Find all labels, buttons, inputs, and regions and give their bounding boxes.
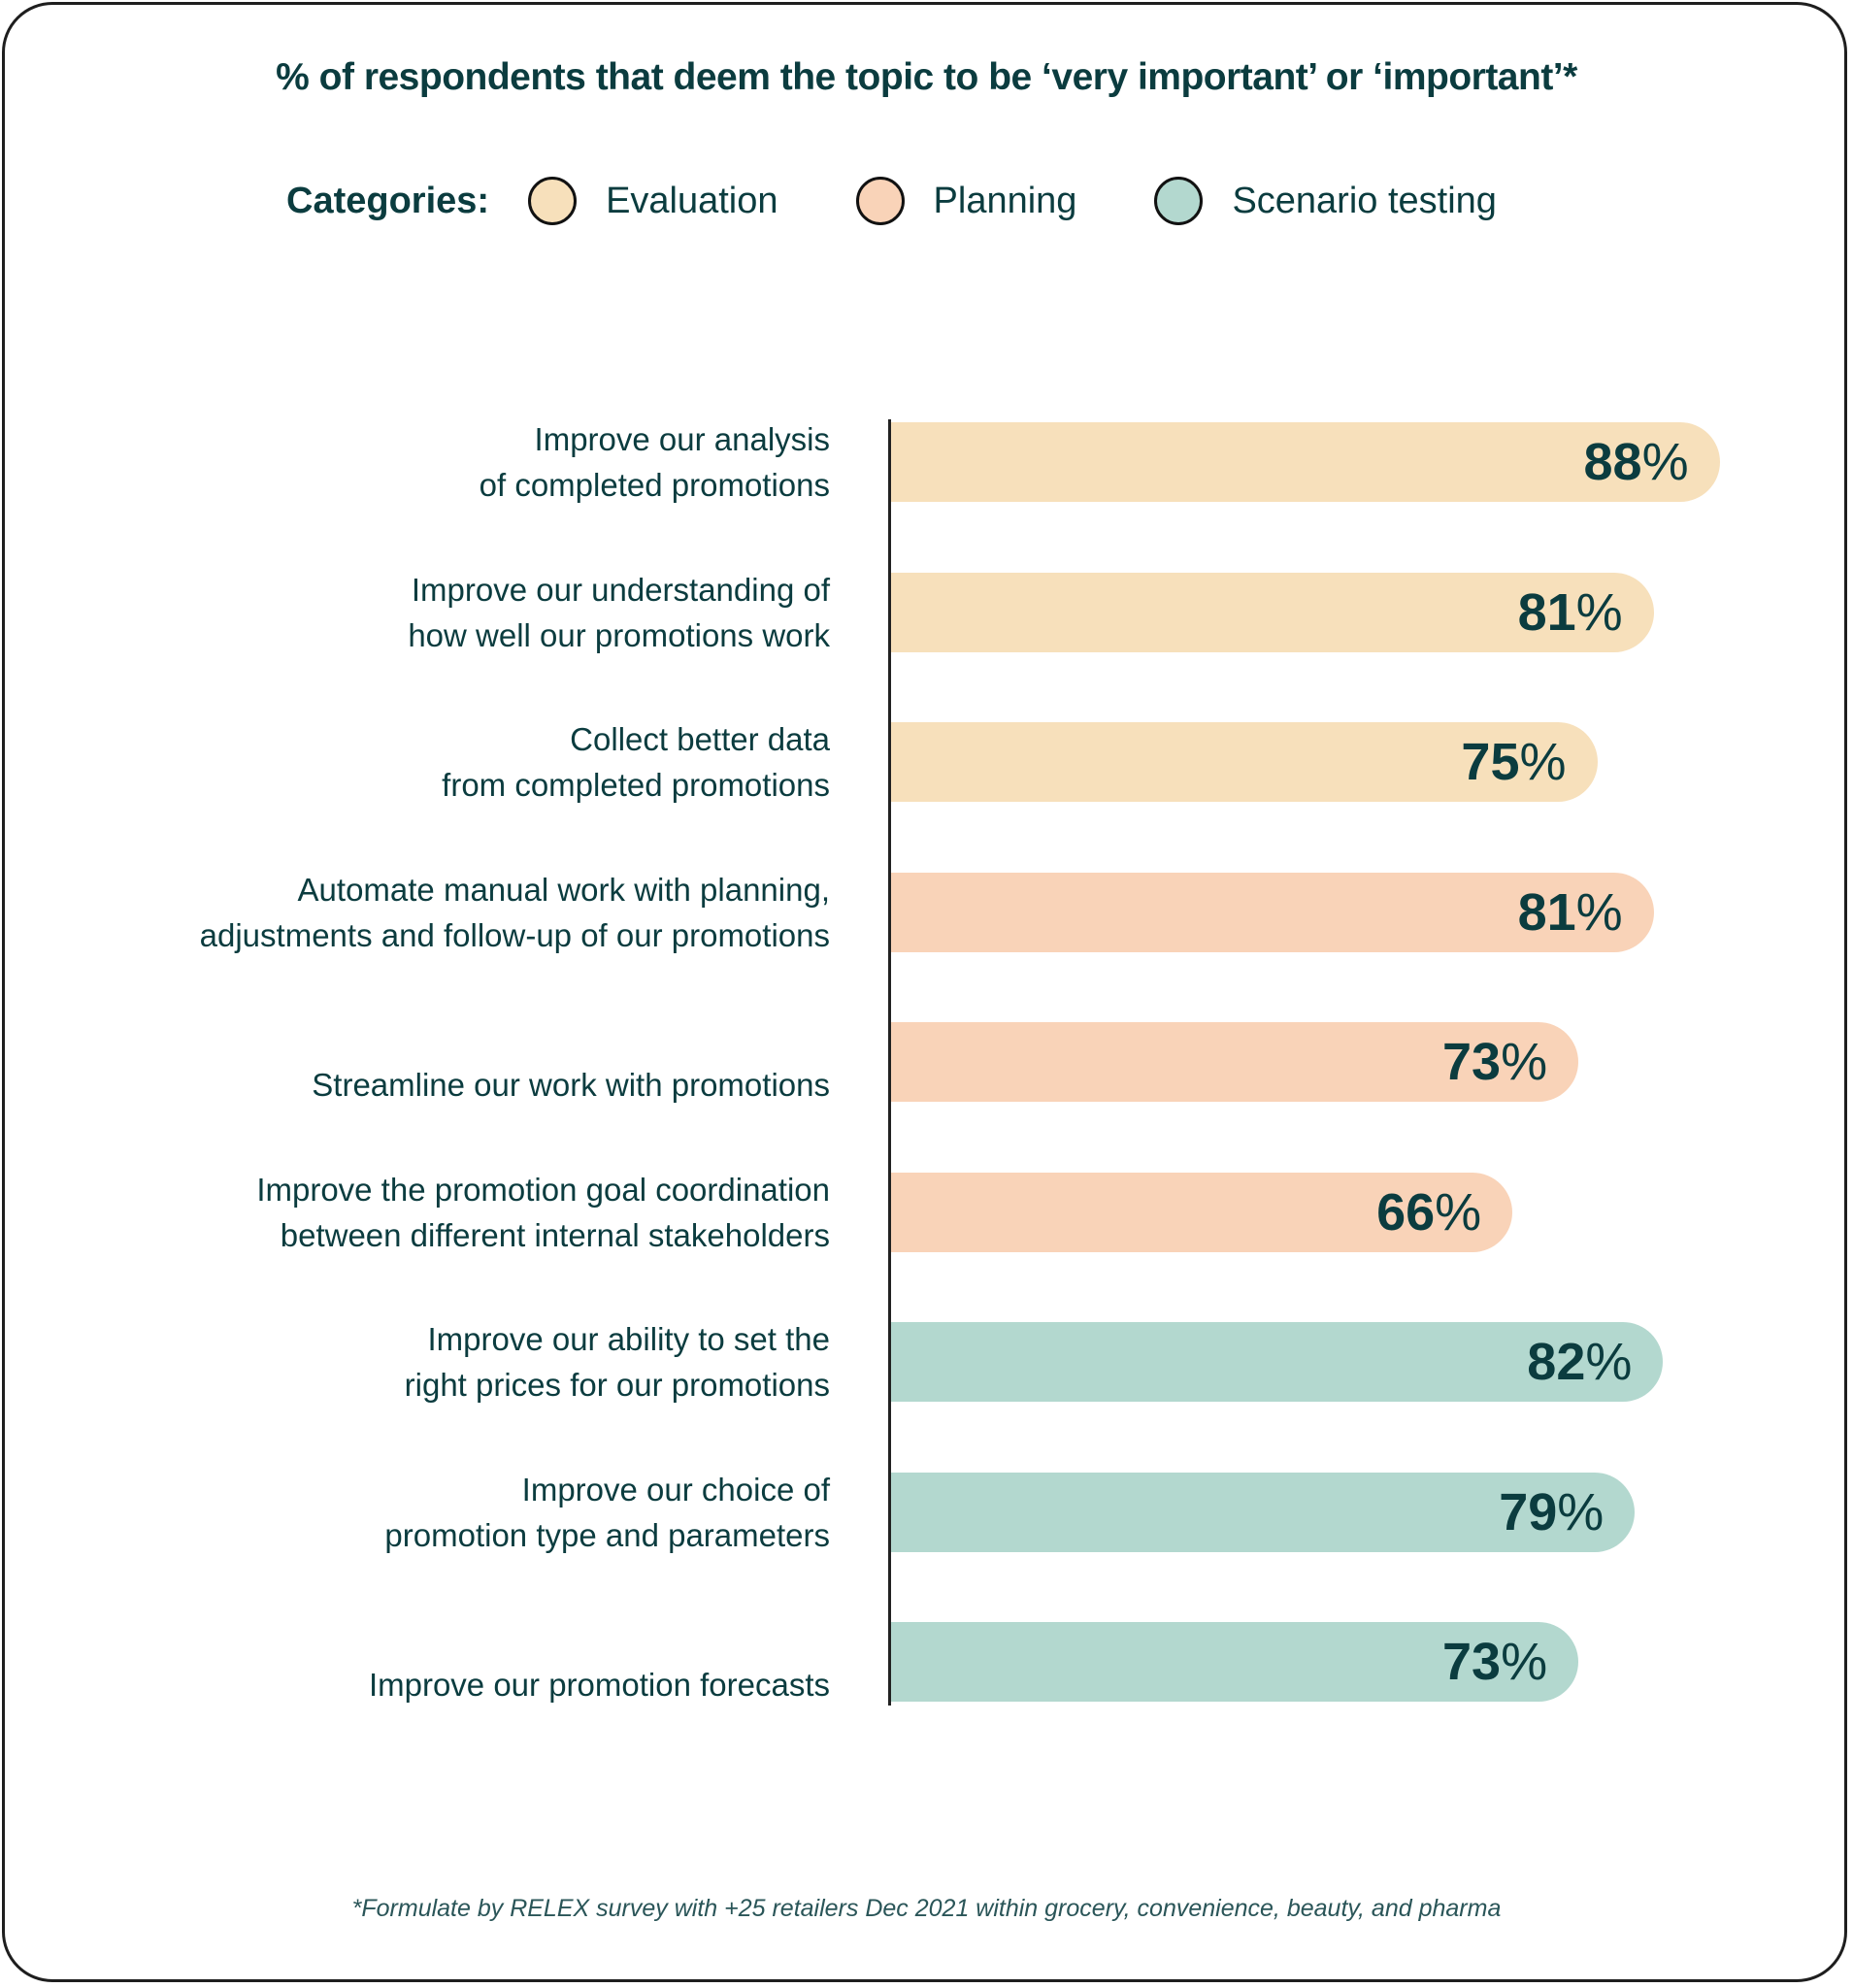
data-label-unit: % xyxy=(1575,582,1623,642)
category-label: Improve our analysis of completed promoti… xyxy=(58,416,830,508)
bar xyxy=(891,572,1654,652)
category-label-line: Improve our choice of xyxy=(521,1471,830,1508)
data-label-value: 73 xyxy=(1442,1633,1502,1691)
bar xyxy=(891,422,1720,502)
data-label-value: 81 xyxy=(1517,882,1576,942)
data-label-unit: % xyxy=(1501,1633,1548,1691)
category-label-line: Improve our analysis xyxy=(534,421,830,457)
data-label: 75% xyxy=(891,722,1567,802)
category-label-line: between different internal stakeholders xyxy=(280,1216,830,1253)
legend: Categories: Evaluation Planning Scenario t… xyxy=(286,177,1574,225)
data-label-unit: % xyxy=(1435,1182,1482,1242)
data-label-unit: % xyxy=(1585,1333,1633,1391)
data-label: 82% xyxy=(891,1322,1632,1402)
data-label: 73% xyxy=(891,1622,1547,1702)
data-label-value: 66 xyxy=(1376,1182,1436,1242)
legend-text: Scenario testing xyxy=(1232,180,1497,221)
data-label-value: 81 xyxy=(1517,582,1576,642)
y-axis-line xyxy=(888,419,891,1706)
category-label: Improve our choice of promotion type and … xyxy=(58,1467,830,1558)
data-label-value: 75 xyxy=(1461,733,1520,791)
legend-swatch xyxy=(1154,177,1204,225)
legend-label: Categories: xyxy=(286,180,490,221)
category-label-line: Automate manual work with planning, xyxy=(297,871,830,908)
category-label-line: promotion type and parameters xyxy=(384,1516,830,1553)
data-label-unit: % xyxy=(1519,733,1567,791)
category-label-line: Collect better data xyxy=(570,721,830,757)
category-label: Improve the promotion goal coordination b… xyxy=(58,1167,830,1258)
category-label-line: of completed promotions xyxy=(479,467,830,503)
bar xyxy=(891,1022,1579,1102)
category-label: Collect better data from completed promot… xyxy=(58,716,830,808)
category-label-line: Streamline our work with promotions xyxy=(312,1067,830,1103)
legend-swatch xyxy=(855,177,905,225)
data-label: 81% xyxy=(891,573,1623,652)
data-label-unit: % xyxy=(1501,1033,1548,1091)
data-label-unit: % xyxy=(1641,433,1689,491)
category-label-line: Improve the promotion goal coordination xyxy=(256,1171,830,1208)
category-label: Automate manual work with planning, adjus… xyxy=(58,867,830,958)
data-label-unit: % xyxy=(1575,882,1623,942)
footnote: *Formulate by RELEX survey with +25 reta… xyxy=(351,1895,1502,1922)
category-label-line: Improve our ability to set the xyxy=(427,1321,830,1357)
bar xyxy=(891,1472,1636,1552)
data-label: 66% xyxy=(891,1173,1481,1252)
legend-swatch xyxy=(528,177,578,225)
chart-title: % of respondents that deem the topic to … xyxy=(276,56,1577,98)
legend-item: Evaluation xyxy=(528,177,778,225)
category-label: Improve our understanding of how well our… xyxy=(58,567,830,658)
data-label: 88% xyxy=(891,422,1689,502)
legend-item: Planning xyxy=(855,177,1077,225)
data-label-value: 88 xyxy=(1583,433,1642,491)
data-label: 81% xyxy=(891,873,1623,952)
bar xyxy=(891,722,1598,802)
legend-item: Scenario testing xyxy=(1154,177,1497,225)
bar xyxy=(891,872,1654,952)
category-label-line: Improve our understanding of xyxy=(411,571,830,608)
data-label: 79% xyxy=(891,1473,1604,1552)
data-label: 73% xyxy=(891,1022,1547,1102)
bar xyxy=(891,1622,1579,1702)
data-label-value: 82 xyxy=(1527,1333,1586,1391)
category-label-line: how well our promotions work xyxy=(408,616,830,653)
category-label-line: right prices for our promotions xyxy=(404,1367,830,1403)
category-label: Improve our ability to set the right pric… xyxy=(58,1316,830,1408)
legend-text: Evaluation xyxy=(606,180,778,221)
category-label-line: Improve our promotion forecasts xyxy=(368,1667,830,1703)
bar xyxy=(891,1172,1513,1252)
bar xyxy=(891,1322,1664,1402)
data-label-value: 73 xyxy=(1442,1033,1502,1091)
data-label-unit: % xyxy=(1557,1482,1605,1541)
category-label: Streamline our work with promotions xyxy=(58,1016,830,1108)
category-label-line: from completed promotions xyxy=(442,767,830,803)
category-label: Improve our promotion forecasts xyxy=(58,1616,830,1707)
category-label-line: adjustments and follow-up of our promoti… xyxy=(199,916,830,953)
legend-text: Planning xyxy=(933,180,1077,221)
data-label-value: 79 xyxy=(1499,1482,1558,1541)
